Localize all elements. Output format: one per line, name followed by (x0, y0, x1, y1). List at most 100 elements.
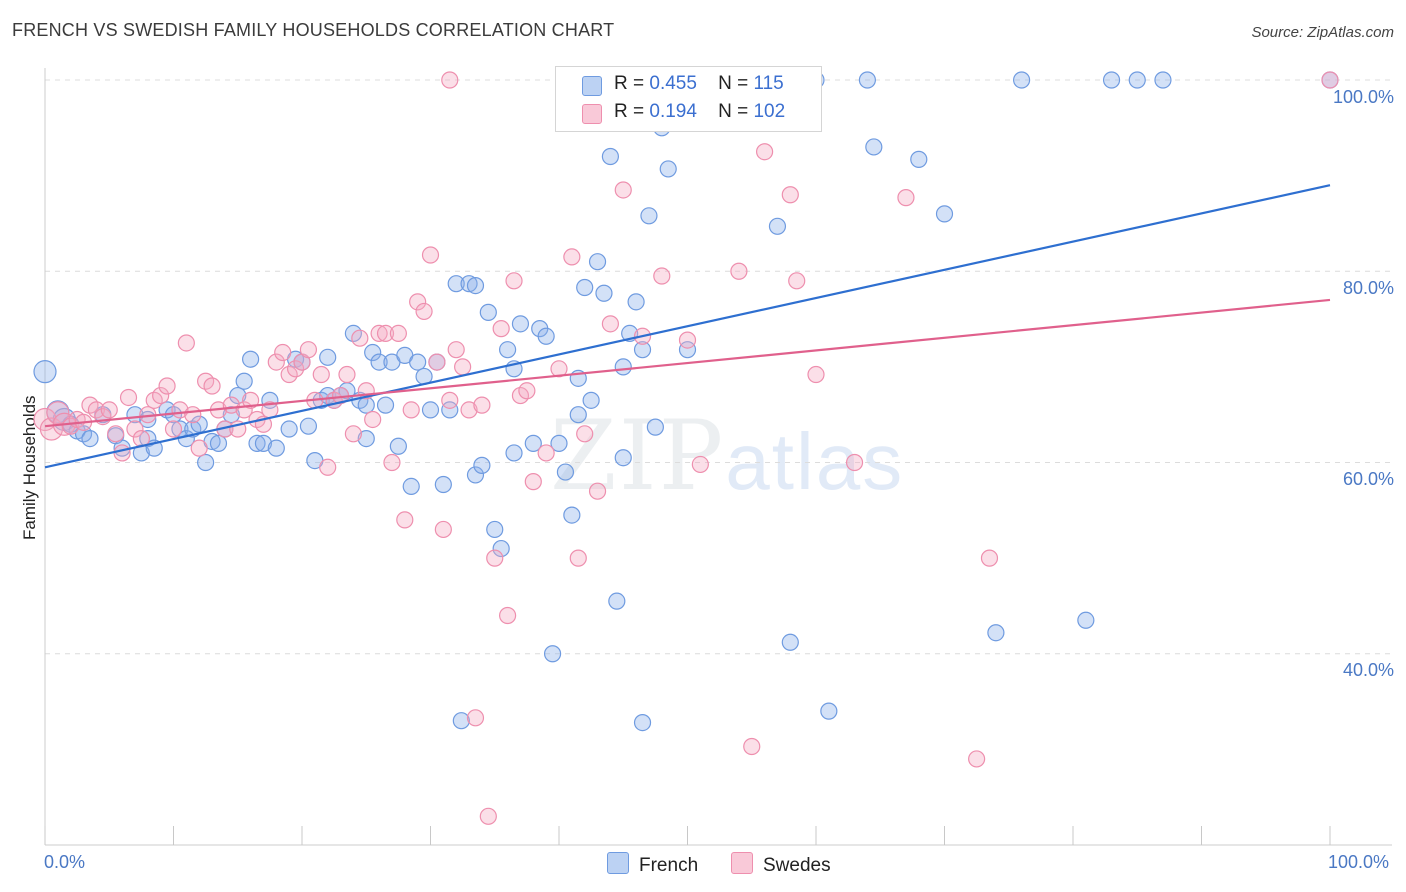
french-point-0 (33, 360, 57, 384)
swedes-point-73 (505, 272, 523, 290)
french-point-18 (190, 415, 208, 433)
french-point-44 (364, 343, 382, 362)
legend-box: R = 0.455 N = 115 R = 0.194 N = 102 (555, 66, 822, 132)
french-point-106 (633, 713, 652, 732)
french-point-83 (627, 293, 645, 311)
legend-n-value-french: 115 (753, 73, 784, 94)
french-point-99 (987, 624, 1005, 642)
french-point-108 (466, 276, 485, 295)
french-point-21 (209, 434, 228, 452)
swedes-point-87 (653, 267, 671, 285)
french-point-59 (466, 466, 485, 484)
french-point-60 (473, 456, 491, 474)
swedes-point-47 (338, 365, 356, 384)
french-point-61 (479, 303, 497, 321)
french-point-27 (248, 434, 266, 452)
french-point-95 (858, 71, 877, 89)
french-point-57 (447, 275, 465, 293)
swedes-point-84 (614, 181, 632, 199)
legend-r-label-swedes: R = (614, 101, 645, 122)
swedes-point-81 (576, 425, 594, 443)
french-point-91 (768, 217, 787, 235)
bottom-legend-swatch-swedes (731, 852, 753, 874)
french-point-72 (556, 463, 575, 481)
legend-n-label-french: N = (718, 73, 749, 94)
french-point-67 (524, 434, 542, 452)
swedes-point-77 (537, 444, 555, 462)
french-point-53 (421, 401, 440, 419)
swedes-point-23 (184, 406, 202, 424)
french-point-109 (505, 444, 523, 462)
french-point-69 (537, 327, 555, 345)
swedes-point-58 (409, 293, 427, 311)
swedes-point-59 (415, 302, 433, 321)
french-point-81 (614, 449, 632, 467)
y-tick-label-40: 40.0% (1342, 660, 1394, 680)
french-point-97 (910, 150, 928, 168)
swedes-point-44 (319, 458, 337, 476)
french-point-70 (543, 645, 562, 663)
swedes-point-57 (402, 401, 420, 419)
swedes-point-91 (743, 737, 761, 756)
french-point-24 (229, 386, 247, 405)
french-point-115 (81, 429, 99, 448)
swedes-trend-line (44, 298, 1331, 428)
bottom-legend-swatch-french (607, 852, 629, 874)
swedes-point-55 (389, 324, 407, 343)
french-point-113 (357, 429, 375, 448)
swedes-point-100 (441, 71, 459, 89)
swedes-point-60 (421, 246, 440, 264)
swedes-point-32 (242, 391, 260, 409)
french-point-26 (242, 350, 260, 368)
swedes-point-96 (845, 453, 864, 472)
french-point-104 (1154, 71, 1172, 89)
french-point-84 (633, 341, 652, 359)
french-point-10 (132, 444, 150, 462)
french-point-11 (139, 429, 157, 448)
french-point-80 (608, 592, 626, 610)
french-point-64 (499, 341, 517, 359)
swedes-point-49 (351, 329, 369, 347)
chart-title: FRENCH VS SWEDISH FAMILY HOUSEHOLDS CORR… (12, 20, 615, 40)
french-point-92 (781, 633, 799, 651)
swedes-point-41 (299, 341, 318, 359)
swedes-point-71 (492, 320, 510, 338)
swedes-point-83 (601, 315, 620, 333)
french-point-55 (434, 475, 452, 494)
swedes-point-51 (364, 410, 382, 429)
french-point-71 (550, 434, 568, 452)
french-point-78 (595, 284, 613, 302)
french-point-96 (865, 138, 883, 156)
french-point-23 (222, 406, 240, 424)
swedes-point-89 (691, 455, 709, 474)
swedes-point-43 (312, 365, 330, 384)
swedes-point-67 (466, 709, 485, 727)
french-point-31 (280, 420, 298, 438)
swedes-point-11 (107, 425, 125, 443)
legend-r-label-french: R = (614, 73, 645, 94)
swedes-point-19 (158, 377, 176, 395)
french-point-56 (441, 401, 459, 419)
swedes-point-72 (499, 606, 517, 625)
x-tick-label-min: 0.0% (44, 852, 86, 872)
legend-r-value-swedes: 0.194 (649, 101, 697, 122)
bottom-legend-label-french: French (639, 855, 699, 876)
swedes-point-68 (473, 396, 491, 414)
legend-n-label-swedes: N = (718, 101, 749, 122)
french-point-75 (576, 278, 594, 297)
french-point-73 (563, 506, 581, 524)
french-point-34 (299, 417, 318, 435)
swedes-point-93 (781, 186, 799, 204)
swedes-point-98 (968, 750, 986, 768)
swedes-point-79 (563, 248, 581, 266)
french-point-58 (460, 275, 478, 293)
swedes-point-69 (479, 807, 497, 825)
swedes-point-10 (100, 401, 118, 419)
french-point-79 (601, 147, 620, 166)
legend-r-value-french: 0.455 (649, 73, 697, 94)
swedes-point-66 (460, 401, 478, 419)
swedes-point-101 (1321, 71, 1339, 89)
swedes-point-95 (807, 365, 825, 384)
french-point-45 (370, 353, 388, 371)
swedes-point-2 (46, 401, 70, 425)
